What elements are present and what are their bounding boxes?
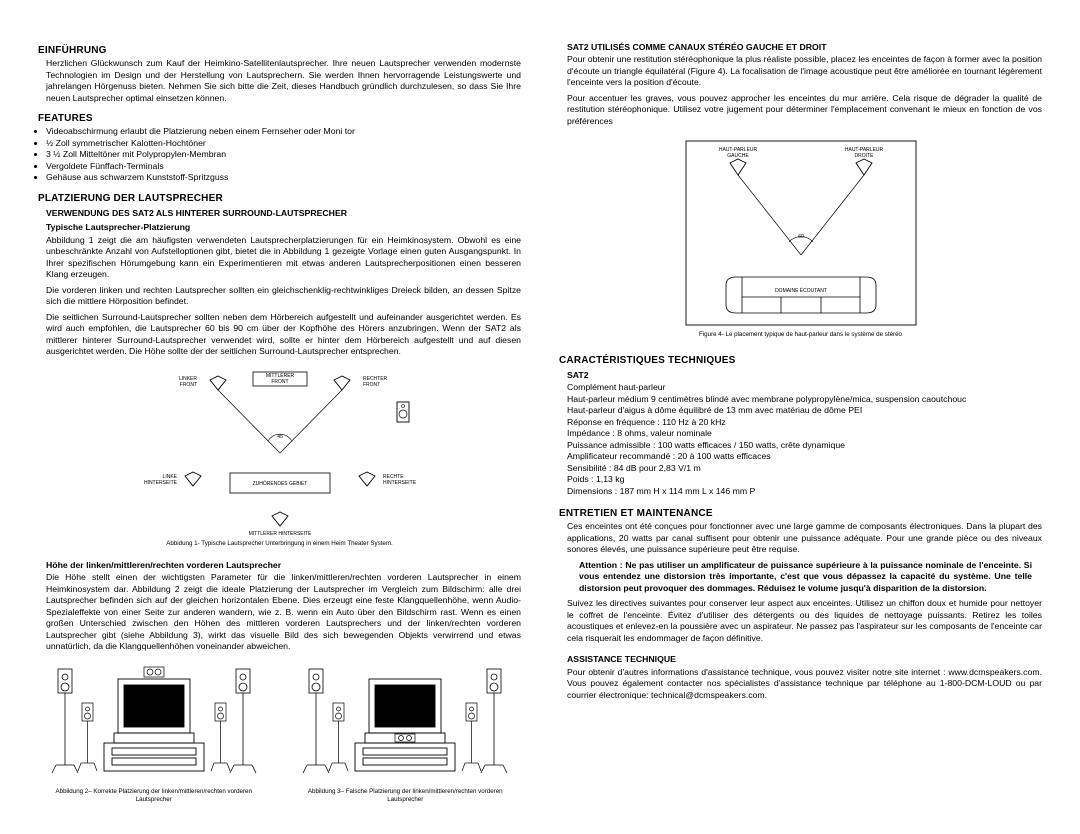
para-sat2-a: Pour obtenir une restitution stéréophoni… xyxy=(559,54,1042,88)
figure-3: Abbildung 3– Falsche Platzierung der lin… xyxy=(290,663,522,811)
para-typical-1: Abbildung 1 zeigt die am häufigsten verw… xyxy=(38,235,521,281)
svg-text:60: 60 xyxy=(798,234,804,240)
spec-line: Sensibilité : 84 dB pour 2,83 V/1 m xyxy=(567,463,1042,474)
heading-placement: PLATZIERUNG DER LAUTSPRECHER xyxy=(38,192,521,205)
feature-item: Videoabschirmung erlaubt die Platzierung… xyxy=(46,126,521,137)
heading-sat2-stereo: SAT2 UTILISÉS COMME CANAUX STÉRÉO GAUCHE… xyxy=(559,42,1042,53)
spec-line: Dimensions : 187 mm H x 114 mm L x 146 m… xyxy=(567,486,1042,497)
spec-list: Complément haut-parleur Haut-parleur méd… xyxy=(559,382,1042,497)
svg-text:DOMAINE ÉCOUTANT: DOMAINE ÉCOUTANT xyxy=(775,287,827,294)
para-typical-2: Die vorderen linken und rechten Lautspre… xyxy=(38,285,521,308)
svg-text:DROITE: DROITE xyxy=(854,153,874,159)
para-height: Die Höhe stellt einen der wichtigsten Pa… xyxy=(38,572,521,652)
spec-line: Impédance : 8 ohms, valeur nominale xyxy=(567,428,1042,439)
para-sat2-b: Pour accentuer les graves, vous pouvez a… xyxy=(559,93,1042,127)
svg-text:HINTERSEITE: HINTERSEITE xyxy=(383,480,417,486)
subheading-sat2: SAT2 xyxy=(559,370,1042,381)
svg-text:FRONT: FRONT xyxy=(179,382,196,388)
features-list: Videoabschirmung erlaubt die Platzierung… xyxy=(38,126,521,183)
subheading-placement: VERWENDUNG DES SAT2 ALS HINTERER SURROUN… xyxy=(38,208,521,219)
spec-line: Poids : 1,13 kg xyxy=(567,474,1042,485)
para-ent-1: Ces enceintes ont été conçues pour fonct… xyxy=(559,521,1042,555)
heading-assist: ASSISTANCE TECHNIQUE xyxy=(559,654,1042,665)
spec-line: Amplificateur recommandé : 20 à 100 watt… xyxy=(567,451,1042,462)
svg-text:45: 45 xyxy=(277,434,283,440)
feature-item: 3 ½ Zoll Mitteltöner mit Polypropylen-Me… xyxy=(46,149,521,160)
subheading-height: Höhe der linken/mittleren/rechten vorder… xyxy=(38,560,521,571)
svg-text:FRONT: FRONT xyxy=(363,382,380,388)
heading-carac: CARACTÉRISTIQUES TECHNIQUES xyxy=(559,354,1042,367)
figure-2: Abbildung 2– Korrekte Platzierung der li… xyxy=(38,663,270,811)
heading-features: FEATURES xyxy=(38,112,521,125)
figures-2-3: Abbildung 2– Korrekte Platzierung der li… xyxy=(38,663,521,811)
para-ent-warn: Attention : Ne pas utiliser un amplifica… xyxy=(559,560,1042,594)
spec-line: Complément haut-parleur xyxy=(567,382,1042,393)
caption-fig2: Abbildung 2– Korrekte Platzierung der li… xyxy=(38,788,270,804)
subheading-typical: Typische Lautsprecher-Platzierung xyxy=(38,222,521,233)
spec-line: Réponse en fréquence : 110 Hz à 20 kHz xyxy=(567,417,1042,428)
heading-intro: EINFÜHRUNG xyxy=(38,44,521,57)
feature-item: ½ Zoll symmetrischer Kalotten-Hochtöner xyxy=(46,138,521,149)
svg-text:ZUHÖRENDES GEBIET: ZUHÖRENDES GEBIET xyxy=(252,480,307,487)
spec-line: Haut-parleur d'aigus à dôme équilibré de… xyxy=(567,405,1042,416)
left-column: EINFÜHRUNG Herzlichen Glückwunsch zum Ka… xyxy=(38,40,521,794)
caption-fig1: Abbidung 1- Typische Lautsprecher Unterb… xyxy=(38,540,521,548)
spec-line: Haut-parleur médium 9 centimètres blindé… xyxy=(567,394,1042,405)
feature-item: Vergoldete Fünffach-Terminals xyxy=(46,161,521,172)
svg-text:HINTERSEITE: HINTERSEITE xyxy=(143,480,177,486)
para-ent-2: Suivez les directives suivantes pour con… xyxy=(559,598,1042,644)
svg-text:MITTLERER HINTERSEITE: MITTLERER HINTERSEITE xyxy=(248,531,311,537)
caption-fig3: Abbildung 3– Falsche Platzierung der lin… xyxy=(290,788,522,804)
figure-1: MITTLERER FRONT LINKER FRONT RECHTER FRO… xyxy=(38,368,521,554)
para-assist: Pour obtenir d'autres informations d'ass… xyxy=(559,667,1042,701)
caption-fig4: Figure 4- Le placement typique de haut-p… xyxy=(559,331,1042,339)
svg-text:FRONT: FRONT xyxy=(271,379,288,385)
svg-text:GAUCHE: GAUCHE xyxy=(727,153,749,159)
feature-item: Gehäuse aus schwarzem Kunststoff-Spritzg… xyxy=(46,172,521,183)
para-typical-3: Die seitlichen Surround-Lautsprecher sol… xyxy=(38,312,521,358)
heading-entretien: ENTRETIEN ET MAINTENANCE xyxy=(559,507,1042,520)
spec-line: Puissance admissible : 100 watts efficac… xyxy=(567,440,1042,451)
figure-4: HAUT-PARLEUR GAUCHE HAUT-PARLEUR DROITE … xyxy=(559,137,1042,345)
right-column: SAT2 UTILISÉS COMME CANAUX STÉRÉO GAUCHE… xyxy=(559,40,1042,794)
para-intro: Herzlichen Glückwunsch zum Kauf der Heim… xyxy=(38,58,521,104)
